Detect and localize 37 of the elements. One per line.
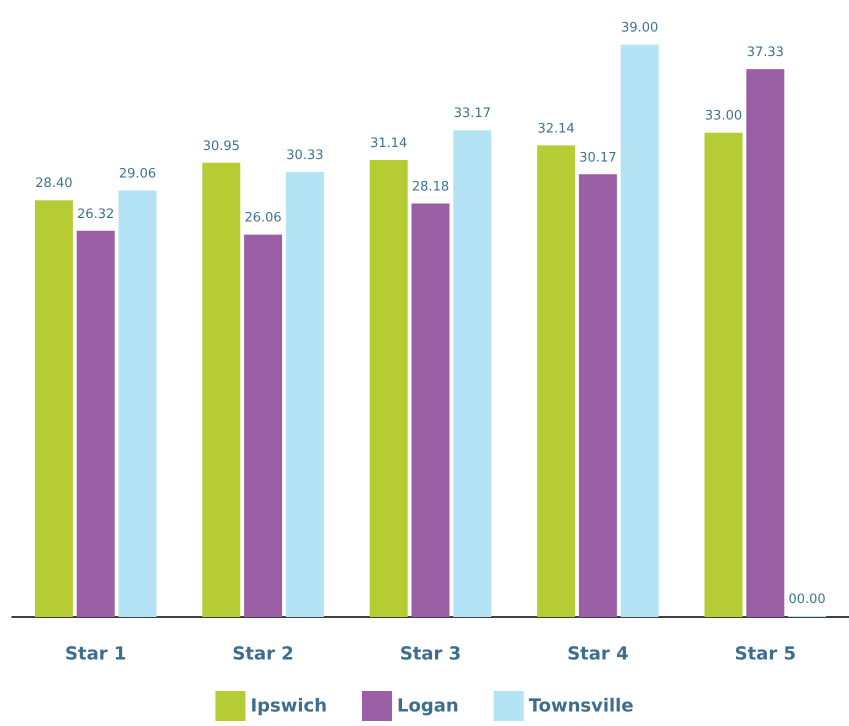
- x-tick-label: Star 1: [65, 644, 126, 664]
- x-tick-label: Star 4: [567, 644, 629, 664]
- data-label: 37.33: [746, 45, 784, 60]
- bar: [704, 132, 742, 617]
- data-label: 26.32: [77, 206, 114, 222]
- data-label: 28.18: [412, 179, 450, 194]
- bar: [578, 174, 617, 617]
- bar: [118, 190, 156, 617]
- data-label: 26.06: [244, 210, 282, 226]
- bar: [746, 69, 784, 617]
- data-label: 33.00: [704, 108, 742, 124]
- bar: [202, 162, 240, 617]
- bar: [620, 44, 659, 617]
- x-tick-label: Star 5: [734, 644, 796, 664]
- data-label: 30.95: [202, 138, 240, 154]
- bar: [537, 145, 576, 617]
- bar: [34, 200, 73, 617]
- bar: [453, 130, 492, 617]
- x-tick-label: Star 3: [400, 644, 462, 664]
- data-label: 32.14: [537, 121, 575, 136]
- bar: [412, 203, 450, 617]
- legend-label: Ipswich: [250, 696, 328, 716]
- bar: [370, 160, 408, 617]
- data-label: 28.40: [35, 176, 73, 192]
- bar: [244, 234, 282, 617]
- x-tick-label: Star 2: [232, 644, 294, 664]
- bar: [286, 172, 324, 617]
- data-label: 31.14: [370, 136, 408, 152]
- data-label: 30.17: [579, 150, 617, 166]
- bar: [76, 230, 115, 617]
- data-label: 33.17: [454, 106, 491, 122]
- data-label: 00.00: [788, 592, 826, 607]
- legend-label: Logan: [397, 696, 459, 716]
- data-label: 29.06: [118, 166, 156, 182]
- data-label: 39.00: [621, 20, 658, 36]
- data-label: 30.33: [286, 148, 324, 163]
- legend-label: Townsville: [528, 696, 634, 716]
